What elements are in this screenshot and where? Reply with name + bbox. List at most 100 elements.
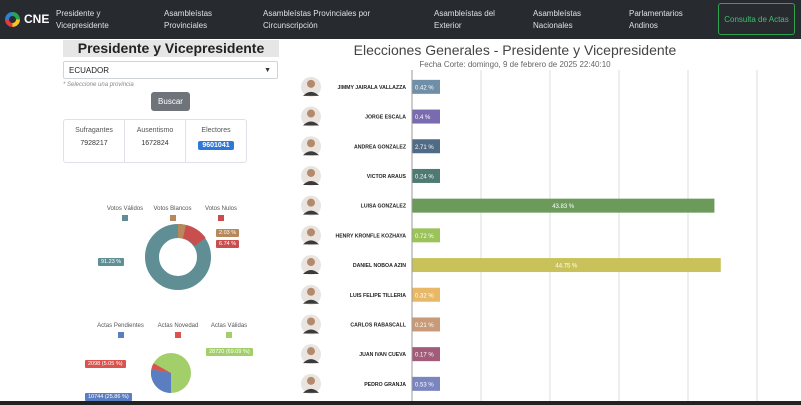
nav-asambleistas-exterior[interactable]: Asambleístas del Exterior xyxy=(434,9,495,30)
avatar-face xyxy=(307,139,315,148)
legend-label: Votos Válidos xyxy=(106,206,144,212)
candidate-bar xyxy=(412,376,440,391)
legend-label: Actas Pendientes xyxy=(97,323,144,329)
legend-swatch xyxy=(218,215,224,221)
candidate-avatar xyxy=(301,344,321,365)
avatar-body xyxy=(303,359,319,364)
consulta-actas-button[interactable]: Consulta de Actas xyxy=(718,3,795,35)
legend-votos-blancos: Votos Blancos xyxy=(150,206,195,221)
avatar-face xyxy=(307,317,315,326)
candidate-bar-label: 0.72 % xyxy=(415,234,434,240)
avatar-body xyxy=(303,388,319,393)
candidate-bar xyxy=(412,317,440,332)
avatar-face xyxy=(307,79,315,88)
legend-swatch xyxy=(175,332,181,338)
candidate-bar xyxy=(412,287,440,302)
avatar-face xyxy=(307,376,315,385)
candidate-avatar xyxy=(301,225,321,246)
donut-label-blancos: 2.03 % xyxy=(216,229,240,237)
chart-subtitle: Fecha Corte: domingo, 9 de febrero de 20… xyxy=(419,60,611,69)
stat-label: Electores xyxy=(201,127,231,134)
donut-slice-nulos xyxy=(182,224,206,247)
legend-label: Actas Válidas xyxy=(210,323,248,329)
candidate-avatar xyxy=(301,255,321,276)
stat-electores: Electores 9601041 xyxy=(186,120,246,162)
pie-slice-pendientes xyxy=(150,369,171,394)
candidate-bar xyxy=(412,79,440,94)
legend-swatch xyxy=(122,215,128,221)
candidate-name: ANDREA GONZALEZ xyxy=(354,144,407,150)
candidate-avatar xyxy=(301,314,321,335)
candidate-name: PEDRO GRANJA xyxy=(364,382,406,388)
nav-asambleistas-provinciales[interactable]: Asambleístas Provinciales xyxy=(164,9,213,30)
candidate-bar-label: 0.32 % xyxy=(415,293,434,299)
cne-logo[interactable]: CNE xyxy=(5,8,49,30)
actas-pie-chart xyxy=(150,353,191,394)
legend-label: Actas Novedad xyxy=(157,323,199,329)
panel-title: Presidente y Vicepresidente xyxy=(63,40,279,57)
legend-swatch xyxy=(169,215,176,221)
candidate-avatar xyxy=(301,373,321,394)
avatar-body xyxy=(303,151,319,156)
candidate-avatar xyxy=(301,106,321,127)
candidate-bar xyxy=(412,168,440,183)
pie-label-pendientes: 10744 (25.86 %) xyxy=(85,393,132,401)
chart-title: Elecciones Generales - Presidente y Vice… xyxy=(353,42,677,58)
candidate-bar xyxy=(412,198,715,213)
stat-label: Sufragantes xyxy=(75,127,113,134)
legend-votos-validos: Votos Válidos xyxy=(100,206,150,221)
candidate-avatar xyxy=(301,284,321,305)
candidate-bar-label: 0.21 % xyxy=(415,323,434,329)
avatar-face xyxy=(307,198,315,207)
avatar-face xyxy=(307,168,315,177)
candidate-avatar xyxy=(301,136,321,157)
legend-label: Votos Nulos xyxy=(204,206,238,212)
legend-votos-nulos: Votos Nulos xyxy=(200,206,242,221)
candidate-bar-label: 0.4 % xyxy=(415,115,431,121)
candidate-bar xyxy=(412,347,440,362)
stat-value: 1672824 xyxy=(141,140,169,147)
avatar-face xyxy=(307,347,315,356)
candidate-name: CARLOS RABASCALL xyxy=(350,322,406,328)
avatar-body xyxy=(303,240,319,245)
avatar-face xyxy=(307,109,315,118)
avatar-face xyxy=(307,287,315,296)
candidate-name: VICTOR ARAUS xyxy=(367,174,407,180)
legend-label: Votos Blancos xyxy=(153,206,192,212)
candidate-bar xyxy=(412,258,721,273)
province-select[interactable]: ECUADOR ▼ xyxy=(63,61,278,79)
pie-label-novedad: 2098 (5.05 %) xyxy=(85,360,126,368)
candidate-avatar xyxy=(301,76,321,97)
candidate-bar-label: 0.17 % xyxy=(415,353,434,359)
candidate-bar-label: 44.75 % xyxy=(555,264,578,270)
candidate-bar-label: 2.71 % xyxy=(415,145,434,151)
cne-logo-icon xyxy=(5,11,20,27)
stat-ausentismo: Ausentismo 1672824 xyxy=(125,120,186,162)
avatar-body xyxy=(303,91,319,96)
legend-actas-pendientes: Actas Pendientes xyxy=(93,323,148,338)
candidate-avatar xyxy=(301,195,321,216)
avatar-body xyxy=(303,299,319,304)
nav-presidente[interactable]: Presidente y Vicepresidente xyxy=(56,9,109,30)
candidate-bar xyxy=(412,139,440,154)
pie-label-validas: 28720 (69.09 %) xyxy=(206,348,253,356)
candidate-name: JORGE ESCALA xyxy=(365,115,406,121)
avatar-body xyxy=(303,210,319,215)
avatar-body xyxy=(303,270,319,275)
legend-actas-novedad: Actas Novedad xyxy=(153,323,203,338)
donut-label-nulos: 6.74 % xyxy=(216,240,240,248)
legend-swatch xyxy=(117,332,124,338)
candidate-bar xyxy=(412,228,440,243)
nav-asambleistas-circunscripcion[interactable]: Asambleístas Provinciales por Circunscri… xyxy=(263,9,371,30)
legend-actas-validas: Actas Válidas xyxy=(208,323,250,338)
avatar-face xyxy=(307,258,315,267)
candidate-name: JIMMY JAIRALA VALLAZZA xyxy=(338,85,407,91)
avatar-face xyxy=(307,228,315,237)
nav-asambleistas-nacionales[interactable]: Asambleístas Nacionales xyxy=(533,9,582,30)
donut-label-validos: 91.23 % xyxy=(98,258,125,266)
candidate-bar-label: 0.24 % xyxy=(415,174,434,180)
candidate-name: LUISA GONZALEZ xyxy=(361,204,407,210)
nav-parlamentarios-andinos[interactable]: Parlamentarios Andinos xyxy=(629,9,683,30)
candidate-bar-label: 43.83 % xyxy=(552,204,575,210)
search-button[interactable]: Buscar xyxy=(151,92,190,111)
